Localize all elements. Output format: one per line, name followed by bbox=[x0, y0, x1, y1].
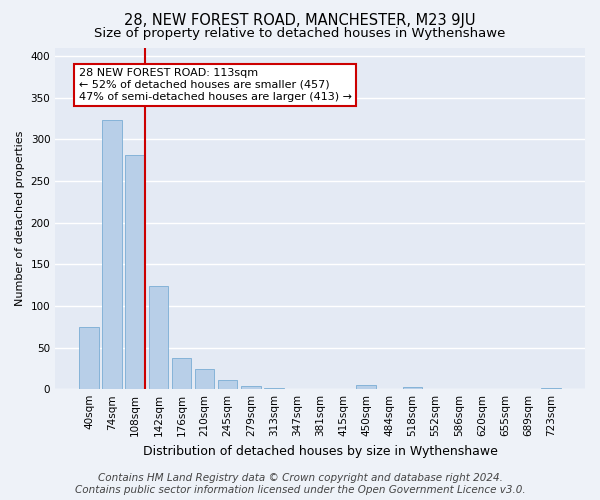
Bar bbox=[172, 358, 191, 389]
Bar bbox=[541, 388, 561, 389]
X-axis label: Distribution of detached houses by size in Wythenshawe: Distribution of detached houses by size … bbox=[143, 444, 497, 458]
Bar bbox=[218, 380, 238, 389]
Bar bbox=[149, 286, 168, 389]
Bar bbox=[79, 326, 99, 389]
Bar bbox=[103, 120, 122, 389]
Bar bbox=[264, 388, 284, 389]
Text: 28 NEW FOREST ROAD: 113sqm
← 52% of detached houses are smaller (457)
47% of sem: 28 NEW FOREST ROAD: 113sqm ← 52% of deta… bbox=[79, 68, 352, 102]
Bar bbox=[195, 369, 214, 389]
Y-axis label: Number of detached properties: Number of detached properties bbox=[15, 130, 25, 306]
Text: 28, NEW FOREST ROAD, MANCHESTER, M23 9JU: 28, NEW FOREST ROAD, MANCHESTER, M23 9JU bbox=[124, 12, 476, 28]
Bar bbox=[241, 386, 260, 389]
Text: Size of property relative to detached houses in Wythenshawe: Size of property relative to detached ho… bbox=[94, 28, 506, 40]
Bar bbox=[356, 385, 376, 389]
Text: Contains HM Land Registry data © Crown copyright and database right 2024.
Contai: Contains HM Land Registry data © Crown c… bbox=[74, 474, 526, 495]
Bar bbox=[403, 386, 422, 389]
Bar bbox=[125, 155, 145, 389]
